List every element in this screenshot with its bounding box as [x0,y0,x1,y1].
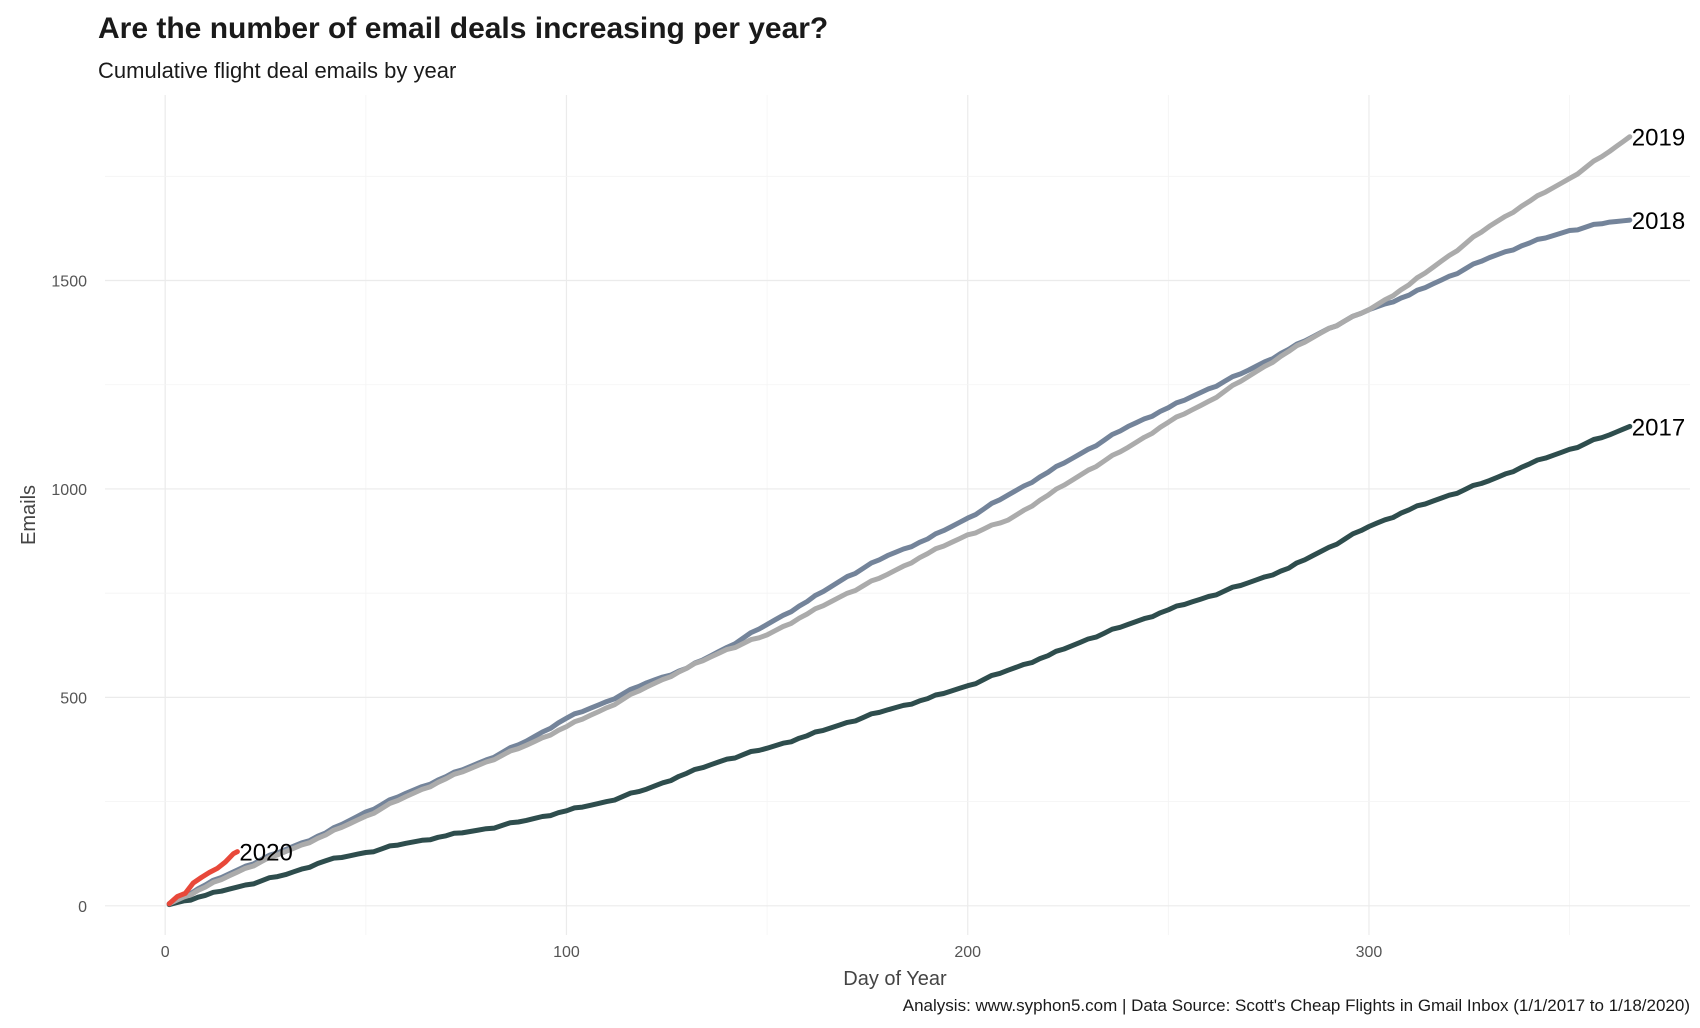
y-axis-title: Emails [18,485,40,545]
y-tick-label: 1500 [51,274,87,291]
series-end-label-2018: 2018 [1632,208,1685,235]
series-line-2017 [166,423,1633,908]
axis-ticks: 0 100 200 300 0 500 1000 1500 [51,274,1382,961]
series-end-label-2017: 2017 [1632,414,1685,441]
x-tick-label: 100 [553,944,580,961]
grid [105,95,1690,935]
chart-subtitle: Cumulative flight deal emails by year [98,58,457,83]
series-end-label-2019: 2019 [1632,125,1685,152]
series-line-2018 [166,217,1633,907]
series-lines [166,134,1633,908]
series-end-labels: 2017 2018 2019 2020 [239,125,1685,867]
x-tick-label: 300 [1356,944,1383,961]
x-tick-label: 200 [954,944,981,961]
x-tick-label: 0 [161,944,170,961]
series-end-label-2020: 2020 [239,840,292,867]
chart-title: Are the number of email deals increasing… [98,12,829,45]
series-line-2020 [166,849,240,907]
y-tick-label: 1000 [51,482,87,499]
series-line-2019 [166,134,1633,907]
x-axis-title: Day of Year [843,968,947,990]
y-tick-label: 0 [78,899,87,916]
chart-caption: Analysis: www.syphon5.com | Data Source:… [902,996,1690,1015]
y-tick-label: 500 [60,690,87,707]
